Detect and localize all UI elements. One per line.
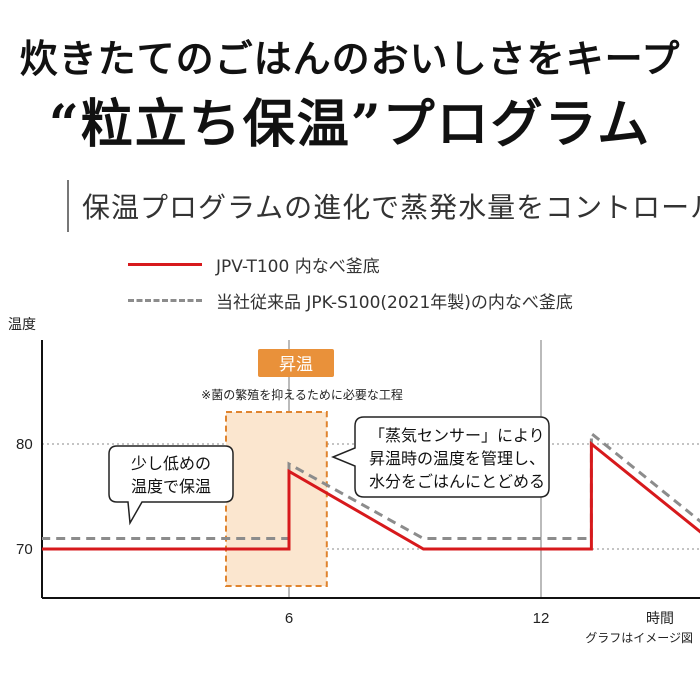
x-axis-title: 時間 [646,611,674,627]
legend-label-red: JPV-T100 内なべ釜底 [216,257,380,277]
y-axis-title: 温度 [8,317,36,333]
series-lines [42,430,700,551]
headline-line-2: “粒立ち保温”プログラム [48,94,652,155]
callout-left-line-2: 温度で保温 [131,477,211,496]
axes [41,340,700,599]
subheading-divider [67,180,69,232]
callout-right-line-1: 「蒸気センサー」により [369,426,545,445]
callout-left-line-1: 少し低めの [131,454,211,473]
band-label-text: 昇温 [279,355,313,375]
band-label: 昇温 [258,349,334,377]
series-line-jpv-t100 [42,440,700,551]
callout-right-line-3: 水分をごはんにとどめる [369,472,545,491]
legend-swatch-gray [128,299,202,302]
image-disclaimer: グラフはイメージ図 [585,631,693,645]
band-note: ※菌の繁殖を抑えるために必要な工程 [201,387,403,402]
highlight-band [225,411,328,587]
y-tick-label: 80 [16,436,33,453]
tick-labels: 6 12 70 80 [16,436,549,627]
band-label-box [258,349,334,377]
subheading: 保温プログラムの進化で蒸発水量をコントロール [82,191,700,224]
legend-swatch-red [128,263,202,266]
y-tick-label: 70 [16,541,33,558]
headline-line-1: 炊きたてのごはんのおいしさをキープ [19,36,681,81]
callout-right-line-2: 昇温時の温度を管理し、 [369,449,545,468]
x-tick-label: 12 [533,610,550,627]
callout-right: 「蒸気センサー」により 昇温時の温度を管理し、 水分をごはんにとどめる [331,416,550,498]
callout-left-bubble [108,445,234,526]
callout-right-bubble [331,416,550,498]
legend-label-gray: 当社従来品 JPK-S100(2021年製)の内なべ釜底 [216,293,573,313]
highlight-band-rect [225,411,328,587]
callout-left: 少し低めの 温度で保温 [108,445,234,526]
x-tick-label: 6 [285,610,293,627]
